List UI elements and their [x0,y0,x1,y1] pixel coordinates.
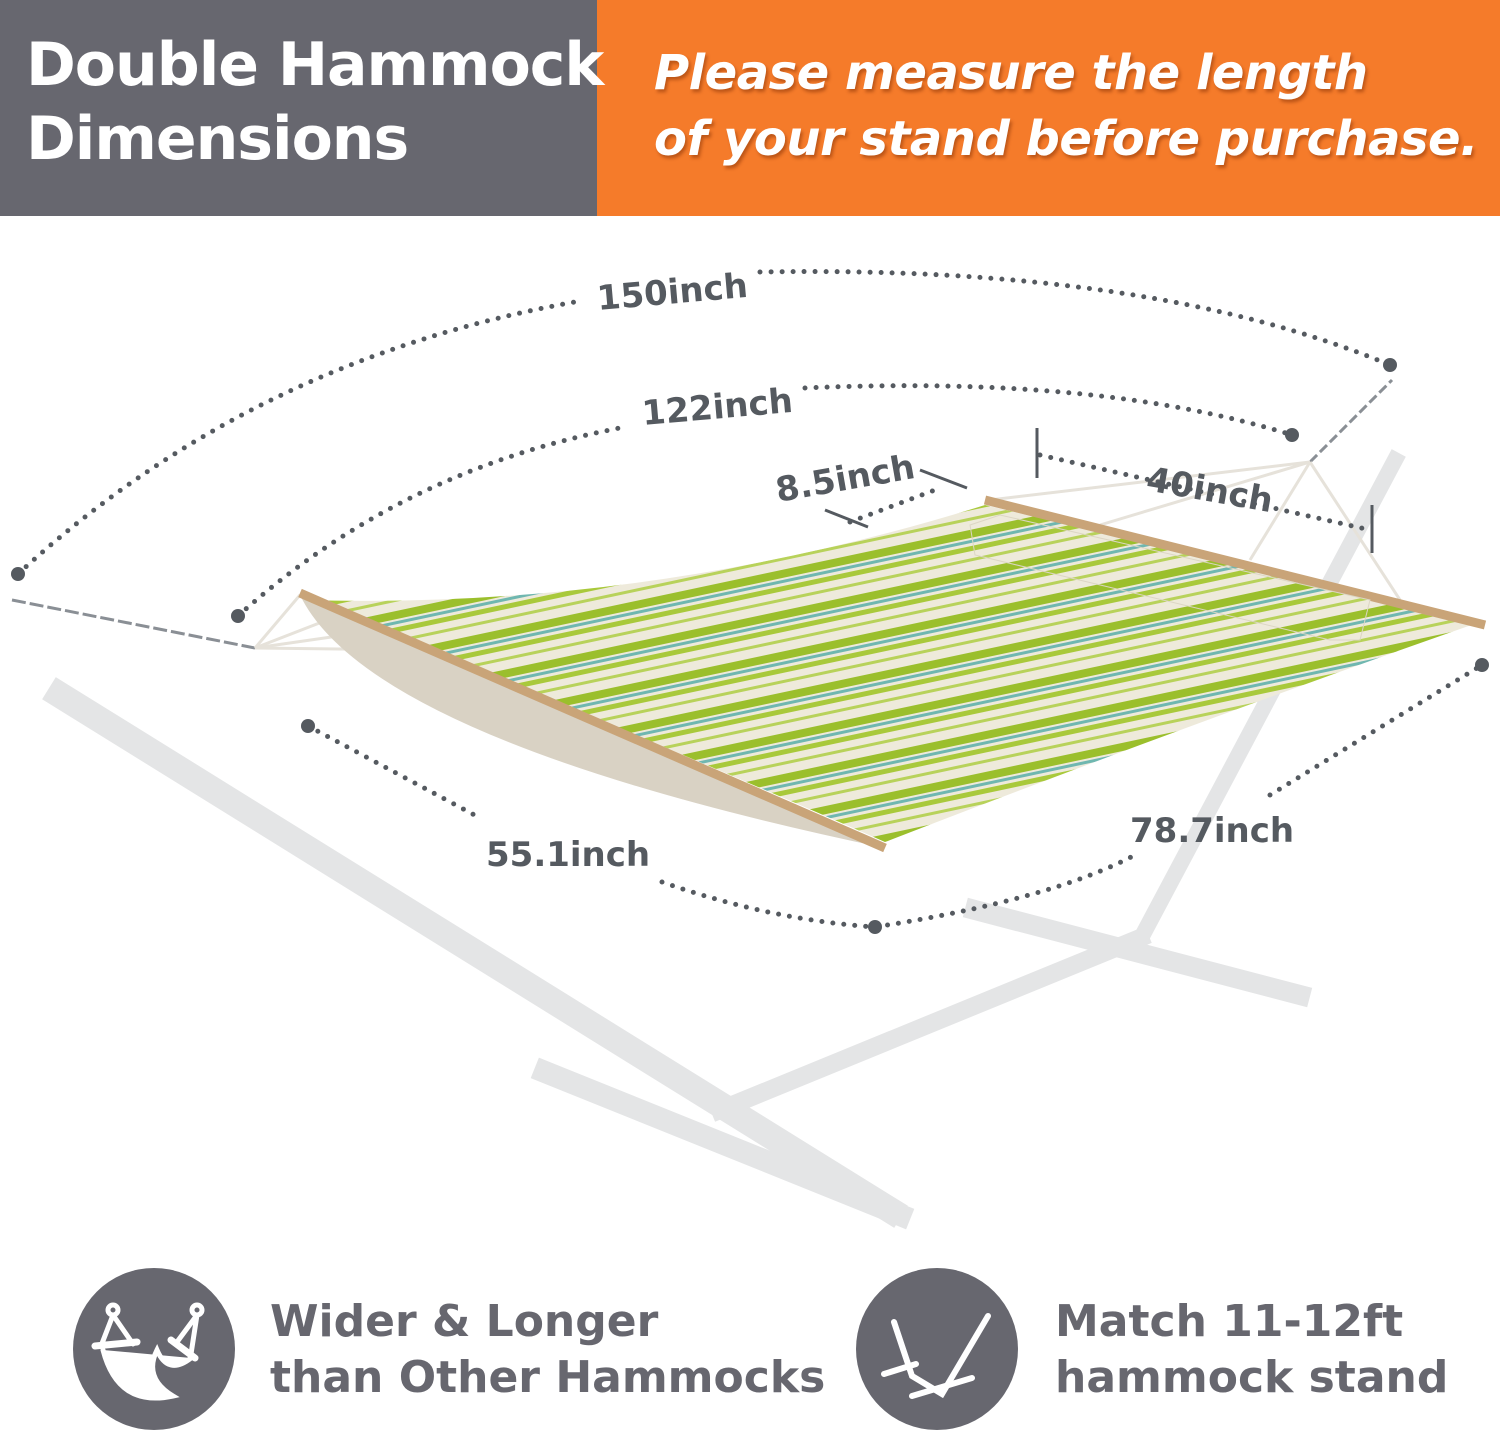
label-total-length: 150inch [595,266,749,319]
ropes [253,460,1402,652]
title-line: Dimensions [26,104,409,174]
label-bed-width: 55.1inch [486,835,650,875]
title-line: Double Hammock [26,30,604,100]
stand-icon [856,1268,1018,1430]
hammock-illustration: 150inch 122inch 8.5inch 40inch 55.1inch … [11,266,1489,1230]
label-spreader-width: 78.7inch [1130,811,1294,851]
feature-line: hammock stand [1055,1352,1449,1403]
feature-stand-match: Match 11-12ft hammock stand [1055,1294,1448,1406]
dimension-endpoints [11,358,1489,934]
note-line: Please measure the length [654,45,1368,101]
spreader-bar [983,495,1487,630]
hammock-icon [73,1268,235,1430]
header-note-panel [597,0,1500,216]
dimension-ticks [824,428,1374,553]
feature-line: Match 11-12ft [1055,1296,1404,1347]
page-title: Double Hammock Dimensions [26,28,604,176]
feature-line: Wider & Longer [270,1296,659,1347]
label-bed-length: 122inch [640,381,794,434]
feature-line: than Other Hammocks [270,1352,826,1403]
feature-wider-longer: Wider & Longer than Other Hammocks [270,1294,825,1406]
measure-note: Please measure the length of your stand … [654,40,1478,172]
note-line: of your stand before purchase. [654,111,1478,167]
pillow [969,514,1371,641]
chain [11,378,1394,650]
label-pillow-width: 8.5inch [773,447,918,511]
hammock-stand [42,449,1406,1230]
header-title-panel [0,0,597,216]
spreader-bar [298,588,887,853]
